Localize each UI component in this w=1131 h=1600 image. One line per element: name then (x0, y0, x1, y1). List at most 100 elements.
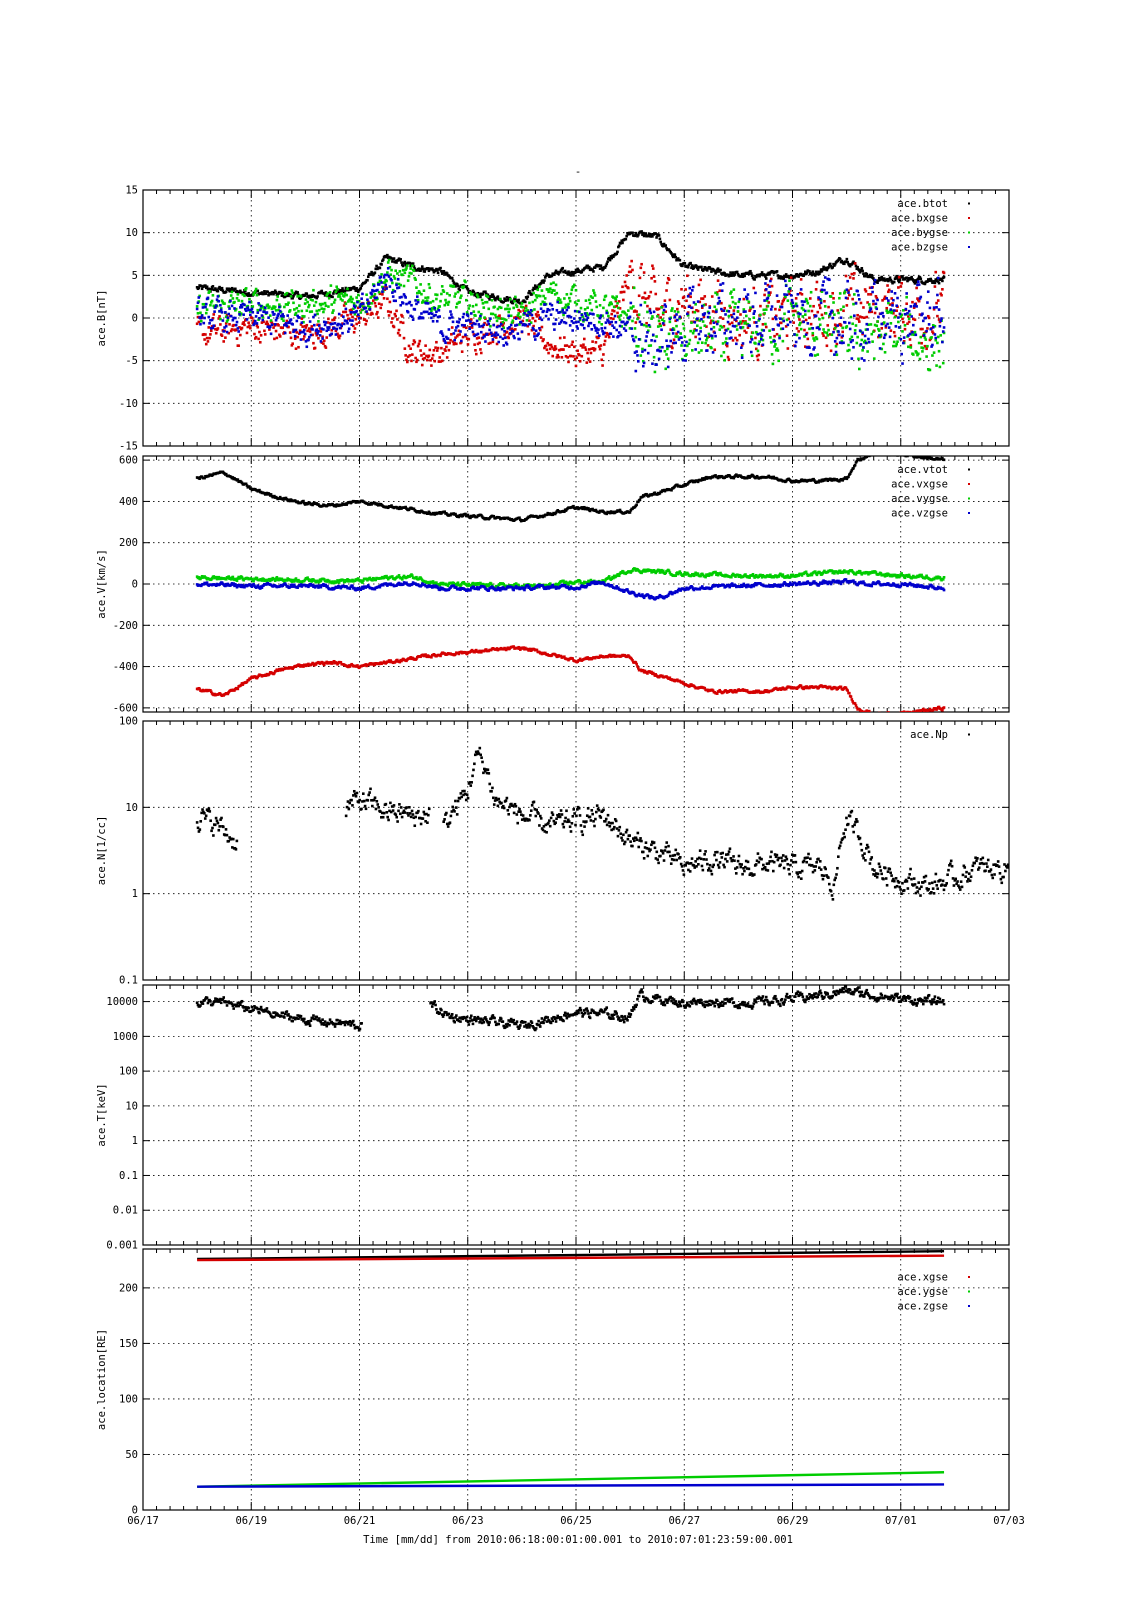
data-point (375, 312, 378, 316)
data-point (506, 327, 510, 330)
data-point (619, 314, 623, 317)
data-point (843, 321, 847, 324)
data-point (323, 294, 327, 297)
data-point (842, 309, 845, 313)
data-point (448, 341, 452, 345)
data-point (216, 295, 220, 298)
data-point (618, 324, 622, 328)
data-point (787, 275, 790, 278)
data-point (617, 244, 621, 248)
data-point (797, 275, 800, 278)
data-point (892, 280, 896, 284)
data-point (368, 503, 372, 506)
data-point (867, 310, 871, 314)
data-point (735, 328, 739, 331)
data-point (585, 506, 589, 510)
data-point (863, 339, 867, 343)
data-point (664, 310, 668, 314)
data-point (895, 342, 898, 346)
data-point (794, 275, 797, 278)
data-point (234, 307, 238, 311)
data-point (322, 310, 325, 314)
data-point (412, 339, 416, 342)
data-point (252, 323, 255, 327)
data-point (942, 458, 946, 462)
data-point (440, 346, 443, 350)
data-point (877, 315, 880, 319)
data-point (617, 306, 620, 310)
data-point (641, 364, 645, 368)
data-point (440, 330, 443, 333)
data-point (282, 314, 285, 318)
data-point (378, 266, 382, 270)
data-point (612, 305, 616, 309)
data-point (321, 302, 324, 306)
data-point (240, 481, 244, 485)
data-point (563, 311, 567, 315)
data-point (906, 312, 909, 315)
data-point (592, 346, 595, 350)
data-point (351, 319, 354, 322)
data-point (864, 289, 868, 293)
data-point (386, 271, 389, 274)
data-point (598, 347, 602, 351)
data-point (316, 332, 319, 335)
data-point (500, 317, 504, 320)
data-point (221, 319, 225, 322)
data-point (293, 329, 296, 332)
data-point (651, 493, 655, 496)
data-point (272, 326, 275, 329)
data-point (266, 325, 270, 329)
data-point (465, 319, 468, 323)
data-point (456, 324, 460, 328)
data-point (222, 330, 226, 333)
data-point (248, 677, 252, 681)
data-point (874, 302, 878, 306)
data-point (213, 310, 216, 313)
data-point (242, 291, 245, 295)
data-point (863, 274, 867, 278)
data-point (371, 312, 374, 316)
data-point (303, 315, 306, 318)
data-point (402, 336, 406, 340)
data-point (825, 344, 829, 348)
data-point (643, 348, 647, 352)
data-point (254, 287, 258, 291)
data-point (373, 271, 377, 275)
data-point (215, 298, 219, 301)
data-point (451, 279, 455, 282)
data-point (720, 354, 723, 358)
data-point (703, 312, 707, 315)
data-point (494, 336, 498, 339)
data-point (726, 320, 730, 324)
data-point (278, 305, 281, 309)
data-point (651, 267, 655, 270)
data-point (322, 292, 326, 295)
data-point (584, 314, 588, 318)
data-point (740, 356, 744, 359)
data-point (712, 321, 716, 325)
data-point (586, 316, 589, 320)
data-point (307, 305, 310, 309)
data-point (467, 307, 471, 310)
data-point (234, 287, 237, 291)
data-point (381, 258, 385, 261)
data-point (297, 309, 300, 313)
data-point (592, 324, 596, 327)
data-point (869, 275, 873, 279)
data-point (715, 291, 719, 294)
legend-marker (968, 217, 970, 219)
data-point (536, 288, 540, 292)
data-point (785, 334, 789, 338)
data-point (256, 311, 260, 314)
data-point (662, 308, 666, 312)
data-point (246, 325, 250, 329)
data-point (301, 325, 304, 328)
data-point (465, 337, 469, 340)
data-point (318, 327, 322, 330)
data-point (232, 316, 235, 320)
data-point (698, 319, 702, 322)
data-point (865, 315, 869, 319)
data-point (897, 286, 900, 289)
data-point (265, 491, 269, 495)
